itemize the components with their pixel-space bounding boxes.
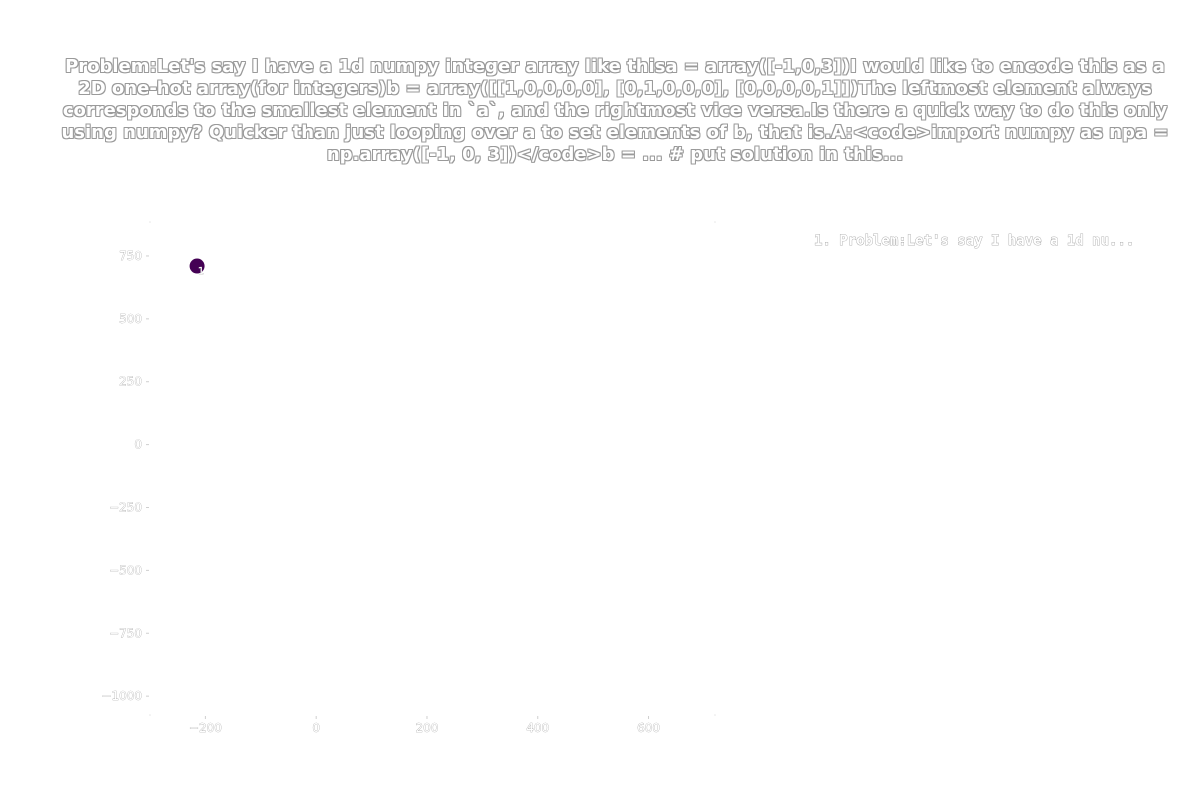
axes-corner-mark (714, 714, 716, 716)
y-tick-label: −750 (109, 626, 142, 640)
y-tick-label: −500 (109, 563, 142, 577)
y-tick-label: 750 (119, 249, 142, 263)
data-point (189, 258, 205, 274)
y-tick-label: −250 (109, 500, 142, 514)
x-axis: −200 0 200 400 600 (189, 716, 660, 735)
y-tick-label: 250 (119, 375, 142, 389)
data-point-label: 1 (198, 266, 204, 277)
y-tick-label: −1000 (101, 689, 142, 703)
axes-corner-mark (149, 221, 151, 223)
legend: 1. Problem:Let's say I have a 1d nu... (814, 233, 1135, 250)
data-points: 1 (189, 258, 205, 277)
x-tick-label: −200 (189, 721, 222, 735)
axes-corner-mark (149, 714, 151, 716)
y-tick-label: 0 (134, 438, 142, 452)
chart-title: Problem:Let's say I have a 1d numpy inte… (61, 56, 1169, 165)
x-tick-label: 400 (526, 721, 549, 735)
legend-entry: 1. Problem:Let's say I have a 1d nu... (814, 233, 1134, 249)
x-tick-label: 600 (637, 721, 660, 735)
axes-corner-mark (714, 221, 716, 223)
y-tick-label: 500 (119, 312, 142, 326)
x-tick-label: 0 (312, 721, 320, 735)
x-tick-label: 200 (416, 721, 439, 735)
y-axis: −1000 −750 −500 −250 0 250 500 750 (101, 221, 716, 716)
